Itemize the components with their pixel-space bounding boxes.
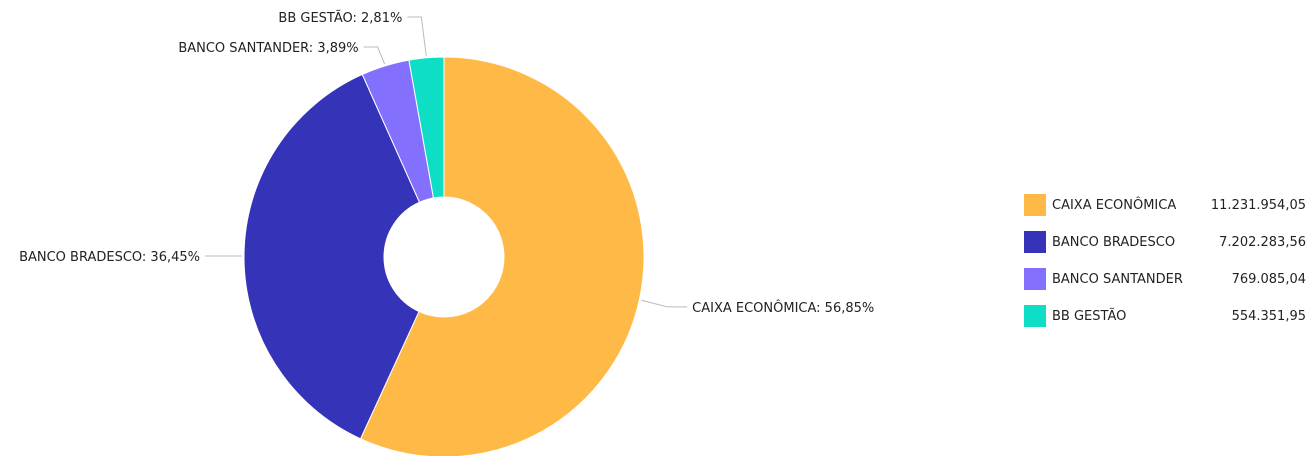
pie-slice[interactable] <box>359 56 645 456</box>
legend-label: BANCO SANTANDER <box>1052 271 1183 287</box>
leader-line <box>363 46 386 65</box>
legend-swatch <box>1024 305 1046 327</box>
legend-swatch <box>1024 231 1046 253</box>
legend-item-caixa[interactable]: CAIXA ECONÔMICA 11.231.954,05 <box>1024 194 1309 216</box>
legend-value: 11.231.954,05 <box>1210 197 1306 213</box>
legend-item-bb-gestao[interactable]: BB GESTÃO 554.351,95 <box>1024 305 1309 327</box>
legend-value: 769.085,04 <box>1231 271 1306 287</box>
leader-line <box>407 16 427 56</box>
slice-labels-group: CAIXA ECONÔMICA: 56,85% BANCO BRADESCO: 3… <box>19 10 874 316</box>
pie-plot-area: CAIXA ECONÔMICA: 56,85% BANCO BRADESCO: 3… <box>19 10 874 456</box>
slice-data-label: BB GESTÃO: 2,81% <box>278 10 402 26</box>
leader-lines-group <box>205 16 688 308</box>
legend-value: 7.202.283,56 <box>1219 234 1306 250</box>
legend-label: BANCO BRADESCO <box>1052 234 1176 250</box>
legend-item-bradesco[interactable]: BANCO BRADESCO 7.202.283,56 <box>1024 231 1309 253</box>
slice-data-label: BANCO SANTANDER: 3,89% <box>178 41 358 56</box>
slices-group <box>243 56 645 456</box>
pie-slice[interactable] <box>243 73 421 440</box>
slice-data-label: BANCO BRADESCO: 36,45% <box>19 250 200 265</box>
leader-line <box>641 299 688 308</box>
legend-label: CAIXA ECONÔMICA <box>1052 197 1177 213</box>
legend-swatch <box>1024 194 1046 216</box>
legend-value: 554.351,95 <box>1231 308 1306 324</box>
legend-swatch <box>1024 268 1046 290</box>
legend: CAIXA ECONÔMICA 11.231.954,05 BANCO BRAD… <box>1024 194 1309 342</box>
slice-data-label: CAIXA ECONÔMICA: 56,85% <box>692 300 874 316</box>
pie-slice[interactable] <box>408 56 445 199</box>
legend-item-santander[interactable]: BANCO SANTANDER 769.085,04 <box>1024 268 1309 290</box>
legend-label: BB GESTÃO <box>1052 308 1127 324</box>
